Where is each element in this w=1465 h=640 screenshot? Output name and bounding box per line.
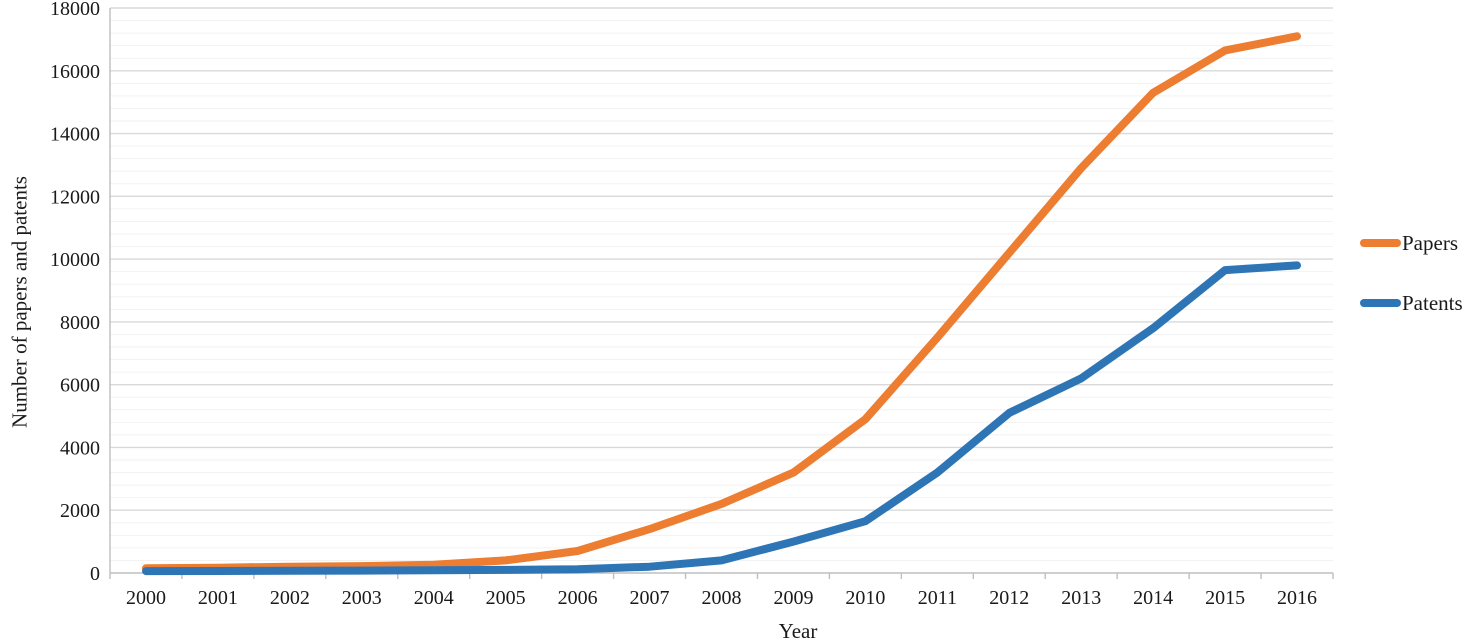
y-tick-label: 2000 xyxy=(60,500,100,522)
x-tick-label: 2011 xyxy=(918,587,957,609)
y-tick-label: 8000 xyxy=(60,312,100,334)
legend-label-papers: Papers xyxy=(1402,231,1458,255)
legend-item-papers: Papers xyxy=(1360,229,1458,257)
x-tick-label: 2012 xyxy=(989,587,1029,609)
y-tick-label: 10000 xyxy=(50,249,100,271)
x-tick-label: 2005 xyxy=(486,587,526,609)
y-tick-label: 0 xyxy=(90,563,100,585)
x-tick-label: 2010 xyxy=(845,587,885,609)
y-tick-label: 12000 xyxy=(50,186,100,208)
x-axis-title: Year xyxy=(778,619,818,640)
x-tick-label: 2015 xyxy=(1205,587,1245,609)
x-tick-label: 2007 xyxy=(630,587,670,609)
x-tick-label: 2009 xyxy=(773,587,813,609)
y-tick-label: 14000 xyxy=(50,124,100,146)
x-tick-label: 2013 xyxy=(1061,587,1101,609)
x-tick-label: 2006 xyxy=(558,587,598,609)
y-tick-label: 16000 xyxy=(50,61,100,83)
y-tick-label: 18000 xyxy=(50,0,100,20)
x-tick-label: 2016 xyxy=(1277,587,1317,609)
series-line-papers xyxy=(142,32,1301,573)
legend-label-patents: Patents xyxy=(1402,291,1463,315)
x-tick-label: 2001 xyxy=(198,587,238,609)
papers-line-swatch xyxy=(1360,239,1401,247)
patents-line-swatch xyxy=(1360,299,1401,307)
x-tick-label: 2004 xyxy=(414,587,454,609)
legend-item-patents: Patents xyxy=(1360,289,1463,317)
x-tick-label: 2000 xyxy=(126,587,166,609)
y-tick-label: 4000 xyxy=(60,437,100,459)
x-tick-label: 2008 xyxy=(702,587,742,609)
series-line-patents xyxy=(142,261,1301,576)
x-tick-label: 2002 xyxy=(270,587,310,609)
x-tick-label: 2003 xyxy=(342,587,382,609)
x-tick-label: 2014 xyxy=(1133,587,1173,609)
y-tick-label: 6000 xyxy=(60,375,100,397)
y-axis-title: Number of papers and patents xyxy=(7,176,32,428)
